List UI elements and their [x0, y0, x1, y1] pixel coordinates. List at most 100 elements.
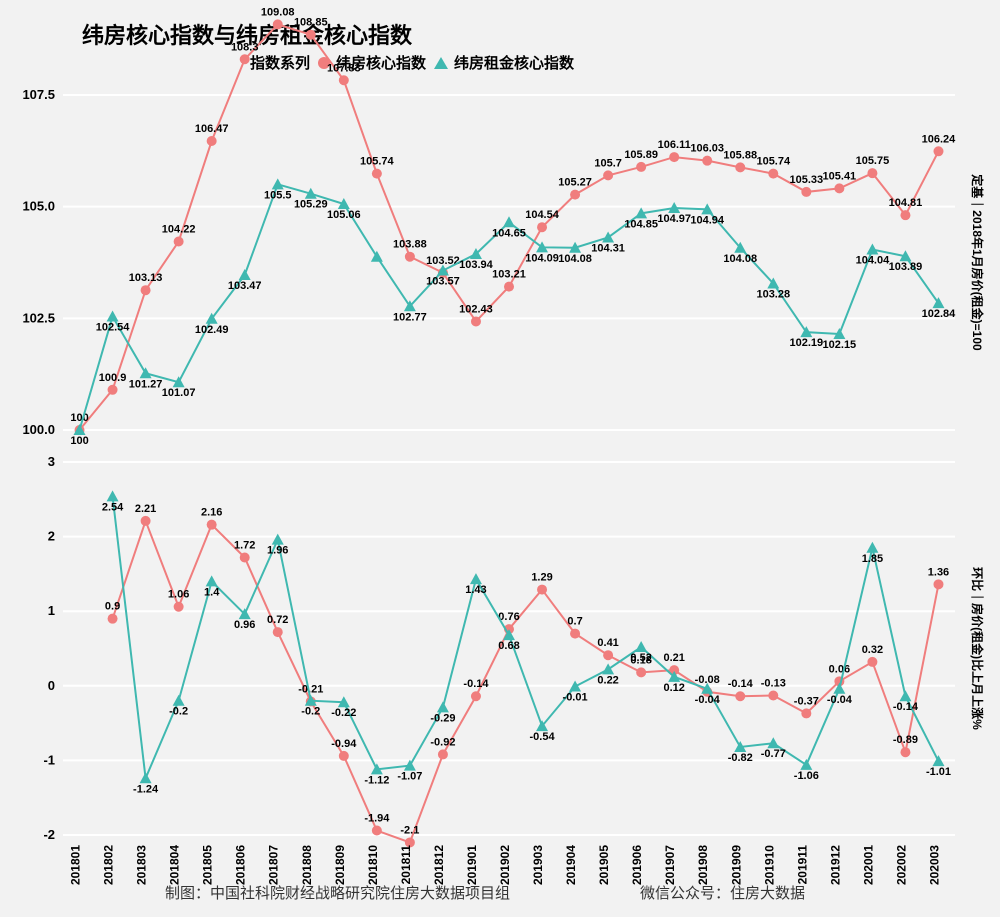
- svg-text:105.33: 105.33: [790, 174, 824, 186]
- svg-text:102.49: 102.49: [195, 324, 229, 336]
- svg-text:104.09: 104.09: [525, 252, 559, 264]
- svg-text:105.0: 105.0: [22, 199, 55, 214]
- svg-text:201811: 201811: [399, 845, 413, 885]
- svg-text:201807: 201807: [267, 845, 281, 885]
- svg-text:101.27: 101.27: [129, 378, 163, 390]
- svg-text:-1.06: -1.06: [794, 770, 819, 782]
- svg-text:103.88: 103.88: [393, 239, 427, 251]
- svg-text:0.68: 0.68: [498, 640, 519, 652]
- svg-text:201803: 201803: [135, 845, 149, 885]
- svg-text:103.47: 103.47: [228, 280, 262, 292]
- svg-text:103.13: 103.13: [129, 272, 163, 284]
- svg-text:107.5: 107.5: [22, 87, 55, 102]
- svg-text:1.72: 1.72: [234, 539, 255, 551]
- svg-text:1.36: 1.36: [928, 566, 949, 578]
- svg-text:2.21: 2.21: [135, 503, 156, 515]
- svg-text:104.85: 104.85: [624, 218, 658, 230]
- svg-text:0.52: 0.52: [630, 652, 651, 664]
- svg-text:0: 0: [48, 678, 55, 693]
- svg-text:100: 100: [70, 435, 88, 447]
- svg-text:201808: 201808: [300, 845, 314, 885]
- svg-text:1.85: 1.85: [862, 553, 883, 565]
- svg-text:-1.24: -1.24: [133, 783, 159, 795]
- svg-text:定基｜2018年1月房价(租金)=100: 定基｜2018年1月房价(租金)=100: [970, 174, 985, 351]
- svg-text:106.11: 106.11: [658, 139, 691, 151]
- svg-text:102.77: 102.77: [393, 311, 427, 323]
- svg-text:201804: 201804: [168, 845, 182, 885]
- footer-right: 微信公众号：住房大数据: [640, 882, 805, 903]
- svg-text:105.29: 105.29: [294, 199, 328, 211]
- svg-text:-0.29: -0.29: [430, 712, 455, 724]
- svg-text:0.72: 0.72: [267, 614, 288, 626]
- svg-text:2.54: 2.54: [102, 501, 124, 513]
- svg-text:106.47: 106.47: [195, 123, 229, 135]
- svg-text:1: 1: [48, 603, 55, 618]
- chart-root: 纬房核心指数与纬房租金核心指数 指数系列 纬房核心指数 纬房租金核心指数 100…: [0, 0, 1000, 917]
- svg-text:201810: 201810: [366, 845, 380, 885]
- svg-text:0.9: 0.9: [105, 601, 120, 613]
- svg-text:105.74: 105.74: [360, 156, 395, 168]
- svg-text:103.28: 103.28: [756, 288, 790, 300]
- svg-text:201911: 201911: [795, 845, 809, 885]
- svg-text:201910: 201910: [762, 845, 776, 885]
- svg-text:-0.22: -0.22: [331, 707, 356, 719]
- svg-text:102.54: 102.54: [96, 322, 131, 334]
- svg-text:108.3: 108.3: [231, 41, 259, 53]
- svg-text:环比｜房价(租金)比上月上涨%: 环比｜房价(租金)比上月上涨%: [970, 567, 985, 730]
- svg-text:2.16: 2.16: [201, 507, 222, 519]
- svg-text:-2.1: -2.1: [400, 824, 419, 836]
- svg-text:201904: 201904: [564, 845, 578, 885]
- svg-text:201908: 201908: [696, 845, 710, 885]
- svg-text:201902: 201902: [498, 845, 512, 885]
- svg-text:-1.94: -1.94: [364, 813, 390, 825]
- svg-text:201806: 201806: [234, 845, 248, 885]
- svg-text:100.9: 100.9: [99, 372, 127, 384]
- svg-text:105.41: 105.41: [823, 170, 857, 182]
- svg-text:103.94: 103.94: [459, 259, 494, 271]
- svg-text:-1.07: -1.07: [397, 771, 422, 783]
- svg-text:104.65: 104.65: [492, 227, 526, 239]
- svg-text:-0.2: -0.2: [169, 706, 188, 718]
- svg-text:0.22: 0.22: [597, 674, 618, 686]
- svg-text:105.74: 105.74: [756, 156, 791, 168]
- svg-text:105.89: 105.89: [624, 149, 658, 161]
- svg-text:104.08: 104.08: [558, 253, 592, 265]
- svg-text:202003: 202003: [927, 845, 941, 885]
- svg-text:105.5: 105.5: [264, 189, 292, 201]
- svg-text:-0.92: -0.92: [430, 736, 455, 748]
- svg-text:-0.37: -0.37: [794, 695, 819, 707]
- svg-text:100.0: 100.0: [22, 422, 55, 437]
- svg-text:201905: 201905: [597, 845, 611, 885]
- svg-text:-0.82: -0.82: [728, 752, 753, 764]
- svg-text:1.29: 1.29: [531, 572, 552, 584]
- svg-text:-0.54: -0.54: [529, 731, 555, 743]
- svg-text:105.7: 105.7: [594, 157, 622, 169]
- svg-text:-0.14: -0.14: [728, 678, 754, 690]
- svg-text:201901: 201901: [465, 845, 479, 885]
- svg-text:108.85: 108.85: [294, 17, 328, 29]
- svg-text:101.07: 101.07: [162, 387, 196, 399]
- svg-text:0.06: 0.06: [829, 663, 850, 675]
- svg-text:104.04: 104.04: [856, 255, 891, 267]
- svg-text:0.12: 0.12: [663, 682, 684, 694]
- svg-text:201912: 201912: [828, 845, 842, 885]
- svg-text:105.88: 105.88: [723, 149, 757, 161]
- svg-text:0.32: 0.32: [862, 644, 883, 656]
- svg-text:3: 3: [48, 454, 55, 469]
- svg-text:-0.89: -0.89: [893, 734, 918, 746]
- svg-text:102.43: 102.43: [459, 303, 493, 315]
- svg-text:-2: -2: [43, 827, 55, 842]
- svg-text:103.89: 103.89: [889, 261, 923, 273]
- svg-text:1.06: 1.06: [168, 589, 189, 601]
- svg-text:-0.01: -0.01: [563, 692, 588, 704]
- svg-text:-0.14: -0.14: [893, 701, 919, 713]
- svg-text:201906: 201906: [630, 845, 644, 885]
- svg-text:-0.13: -0.13: [761, 677, 786, 689]
- svg-text:2: 2: [48, 529, 55, 544]
- svg-text:104.08: 104.08: [723, 253, 757, 265]
- svg-text:201812: 201812: [432, 845, 446, 885]
- svg-text:-0.77: -0.77: [761, 748, 786, 760]
- svg-text:202002: 202002: [894, 845, 908, 885]
- svg-text:106.24: 106.24: [922, 133, 957, 145]
- svg-text:104.31: 104.31: [591, 242, 625, 254]
